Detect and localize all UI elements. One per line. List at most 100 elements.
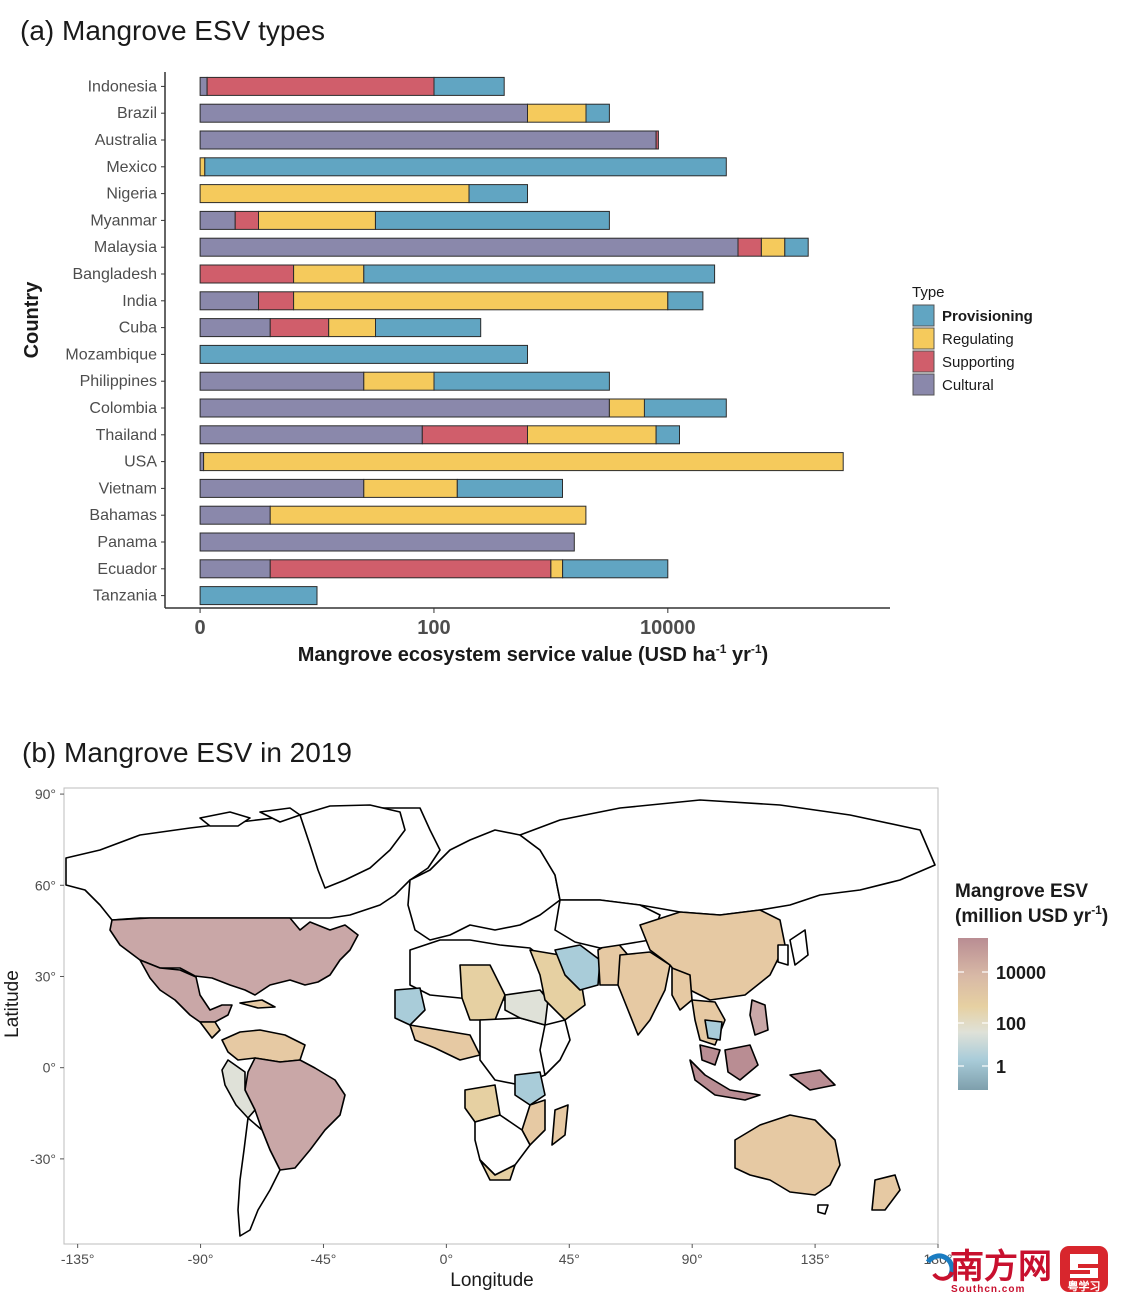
map-myanmar (671, 967, 693, 1011)
map-japan (789, 929, 809, 966)
map-iran (554, 944, 601, 991)
colorbar-title-line2: (million USD yr-1) (955, 903, 1108, 927)
bar-bangladesh-supporting (199, 264, 295, 284)
bar-thailand-supporting (421, 425, 528, 445)
map-southern-cone (237, 1117, 281, 1237)
southcn-name: 南方网 (950, 1247, 1052, 1287)
bar-malaysia-supporting (737, 237, 762, 257)
country-label-myanmar: Myanmar (90, 212, 157, 229)
map-india (617, 951, 671, 1036)
map-china (639, 909, 786, 1001)
bar-bahamas-regulating (269, 505, 587, 525)
bar-india-cultural (199, 291, 260, 311)
chart-a-x-axis-label: Mangrove ecosystem service value (USD ha… (298, 642, 768, 666)
watermark: 南方网 Southcn.com 粤学习 (925, 1246, 1108, 1295)
map-y-tick-label: -30° (30, 1151, 56, 1167)
colorbar-label-1: 1 (996, 1057, 1006, 1077)
yuexuexi-badge-text: 粤学习 (1068, 1279, 1101, 1293)
bar-myanmar-cultural (199, 210, 236, 230)
country-label-india: India (122, 293, 157, 310)
map-new-zealand (871, 1174, 901, 1211)
map-y-tick-label: 60° (35, 877, 56, 893)
chart-b-title: (b) Mangrove ESV in 2019 (22, 737, 352, 768)
bar-indonesia-cultural (199, 76, 208, 96)
bar-thailand-provisioning (655, 425, 680, 445)
map-vietnam-south (704, 1019, 723, 1041)
map-korea (777, 944, 789, 966)
map-y-tick-label: 30° (35, 968, 56, 984)
bar-indonesia-provisioning (433, 76, 505, 96)
map-y-tick-label: 90° (35, 786, 56, 802)
bar-vietnam-cultural (199, 478, 365, 498)
bar-bahamas-cultural (199, 505, 271, 525)
map-australia (734, 1114, 841, 1196)
country-label-philippines: Philippines (80, 373, 157, 390)
map-madagascar (551, 1104, 569, 1146)
bar-myanmar-supporting (234, 210, 260, 230)
map-west-africa-coast (394, 987, 426, 1026)
map-y-tick-label: 0° (43, 1060, 56, 1076)
legend-label-supporting: Supporting (942, 354, 1015, 371)
bar-philippines-cultural (199, 371, 365, 391)
bar-malaysia-regulating (760, 237, 786, 257)
chart-a-legend: Type Provisioning Regulating Supporting Cul… (912, 284, 1033, 396)
country-label-tanzania: Tanzania (93, 588, 157, 605)
bar-india-provisioning (667, 291, 704, 311)
bar-cuba-provisioning (375, 318, 482, 338)
colorbar-label-100: 100 (996, 1014, 1026, 1034)
bar-thailand-regulating (527, 425, 657, 445)
legend-label-cultural: Cultural (942, 377, 994, 394)
chart-a-x-ticks: 0 100 10000 (195, 608, 696, 639)
x-tick-label-100: 100 (417, 617, 450, 639)
map-x-tick-label: -135° (61, 1251, 95, 1267)
map-y-axis-label: Latitude (2, 970, 23, 1038)
southcn-swirl-icon (925, 1253, 955, 1278)
x-tick-label-10000: 10000 (640, 617, 696, 639)
bar-bangladesh-provisioning (363, 264, 716, 284)
yuexuexi-badge: 粤学习 (1060, 1246, 1108, 1293)
bar-philippines-regulating (363, 371, 435, 391)
legend-label-regulating: Regulating (942, 331, 1014, 348)
world-map (65, 799, 936, 1237)
panel-a-bar-chart: (a) Mangrove ESV types Indonesia Brazil Au… (20, 15, 1033, 666)
bar-cuba-supporting (269, 318, 330, 338)
country-label-vietnam: Vietnam (99, 480, 157, 497)
map-mexico (139, 959, 233, 1023)
country-label-colombia: Colombia (89, 400, 157, 417)
colorbar-label-10000: 10000 (996, 963, 1046, 983)
legend-swatch-provisioning (912, 304, 935, 327)
southcn-domain: Southcn.com (951, 1284, 1025, 1295)
map-mozambique (521, 1099, 546, 1146)
bar-india-supporting (258, 291, 295, 311)
chart-a-y-axis-label: Country (21, 281, 43, 359)
bar-bangladesh-regulating (293, 264, 365, 284)
bar-colombia-cultural (199, 398, 610, 418)
bar-indonesia-supporting (206, 76, 435, 96)
x-tick-label-0: 0 (195, 617, 206, 639)
map-x-tick-label: -45° (311, 1251, 337, 1267)
bar-mexico-provisioning (204, 157, 727, 177)
bar-ecuador-regulating (550, 559, 564, 579)
bar-malaysia-provisioning (784, 237, 809, 257)
chart-a-country-labels: Indonesia Brazil Australia Mexico Nigeria Mya… (65, 78, 165, 605)
map-x-tick-label: -90° (188, 1251, 214, 1267)
country-label-bangladesh: Bangladesh (72, 266, 157, 283)
country-label-mexico: Mexico (106, 159, 157, 176)
country-label-mozambique: Mozambique (65, 346, 157, 363)
map-tanzania (514, 1071, 546, 1106)
chart-a-bars (199, 76, 844, 606)
country-label-panama: Panama (97, 534, 157, 551)
bar-mexico-regulating (199, 157, 206, 177)
map-y-ticks: 90° 60° 30° 0° -30° (30, 786, 64, 1167)
bar-colombia-provisioning (643, 398, 727, 418)
yuexuexi-glyph-icon (1070, 1254, 1098, 1278)
country-label-nigeria: Nigeria (106, 186, 157, 203)
colorbar-title-line1: Mangrove ESV (955, 881, 1088, 902)
country-label-australia: Australia (95, 132, 157, 149)
map-x-ticks: -135° -90° -45° 0° 45° 90° 135° 180° (61, 1244, 952, 1267)
country-label-bahamas: Bahamas (89, 507, 157, 524)
bar-ecuador-supporting (269, 559, 552, 579)
bar-india-regulating (293, 291, 669, 311)
map-usa (109, 917, 359, 996)
